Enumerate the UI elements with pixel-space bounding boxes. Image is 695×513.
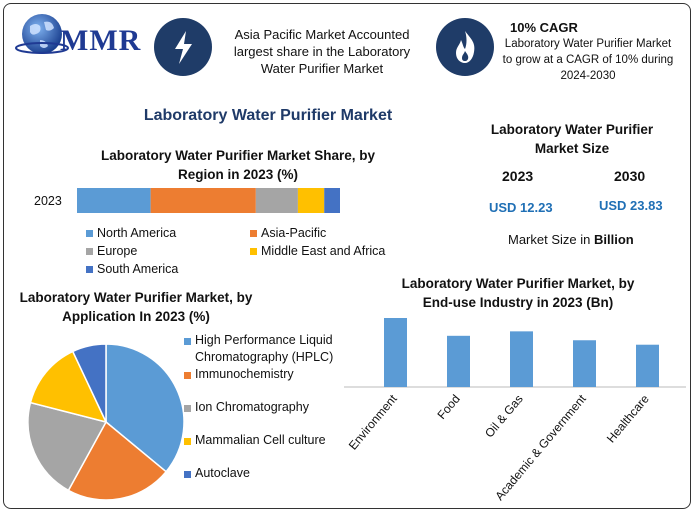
region-legend: North America Asia-Pacific Europe Middle… xyxy=(86,226,416,278)
legend-swatch xyxy=(184,438,191,445)
market-size-year-2030: 2030 xyxy=(614,168,646,184)
legend-middle-east-africa: Middle East and Africa xyxy=(250,244,385,258)
legend-swatch xyxy=(184,338,191,345)
market-size-panel: Laboratory Water Purifier Market Size xyxy=(460,120,684,158)
lightning-icon xyxy=(154,18,212,76)
pie-slice-3 xyxy=(29,350,108,424)
legend-mammalian-cell-culture: Mammalian Cell culture xyxy=(184,432,326,449)
legend-south-america: South America xyxy=(86,262,178,276)
x-tick-label: Healthcare xyxy=(604,392,652,446)
market-size-note: Market Size in Billion xyxy=(508,232,634,247)
application-legend: High Performance Liquid Chromatography (H… xyxy=(184,332,344,492)
application-chart-title: Laboratory Water Purifier Market, by App… xyxy=(19,290,253,324)
region-bar-segment-3 xyxy=(297,188,325,213)
legend-swatch xyxy=(86,265,93,273)
x-tick-label: Oil & Gas xyxy=(482,392,526,440)
legend-swatch xyxy=(184,405,191,412)
legend-north-america: North America xyxy=(86,226,176,240)
legend-swatch xyxy=(184,372,191,379)
cagr-title: 10% CAGR xyxy=(510,20,578,35)
market-size-value-2023: USD 12.23 xyxy=(489,200,553,215)
logo-text: MMR xyxy=(60,24,142,57)
legend-autoclave: Autoclave xyxy=(184,465,250,482)
legend-swatch xyxy=(250,247,257,255)
bar-food xyxy=(447,335,470,387)
legend-swatch xyxy=(86,229,93,237)
market-size-year-2023: 2023 xyxy=(502,168,534,184)
market-size-value-2030: USD 23.83 xyxy=(599,198,663,213)
legend-asia-pacific: Asia-Pacific xyxy=(250,226,326,240)
legend-swatch xyxy=(250,229,257,237)
bar-environment xyxy=(384,318,407,387)
bar-oil-gas xyxy=(510,331,533,387)
asia-pacific-info: Asia Pacific Market Accounted largest sh… xyxy=(233,27,411,76)
region-chart-title: Laboratory Water Purifier Market Share, … xyxy=(100,148,376,182)
legend-swatch xyxy=(86,247,93,255)
main-title: Laboratory Water Purifier Market xyxy=(143,107,393,124)
bar-healthcare xyxy=(636,344,659,387)
x-tick-label: Environment xyxy=(346,391,400,452)
market-size-title: Laboratory Water Purifier xyxy=(490,122,654,137)
bar-academic-government xyxy=(573,340,596,387)
legend-ion-chromatography: Ion Chromatography xyxy=(184,399,309,416)
legend-immunochemistry: Immunochemistry xyxy=(184,366,294,383)
legend-swatch xyxy=(184,471,191,478)
region-bar-segment-4 xyxy=(324,188,340,213)
x-tick-label: Food xyxy=(434,392,462,422)
cagr-info: 10% CAGR Laboratory Water Purifier Marke… xyxy=(492,19,684,84)
infographic-frame xyxy=(3,3,691,509)
globe-icon xyxy=(15,14,69,54)
region-category-label: 2023 xyxy=(34,194,62,208)
region-stacked-bar xyxy=(77,188,340,213)
region-bar-segment-1 xyxy=(150,188,256,213)
region-bar-segment-0 xyxy=(77,188,151,213)
mmr-logo: MMR xyxy=(14,12,144,58)
legend-europe: Europe xyxy=(86,244,137,258)
flame-icon xyxy=(436,18,494,76)
application-pie-chart xyxy=(27,343,185,501)
pie-slice-2 xyxy=(27,401,108,492)
pie-slice-1 xyxy=(67,420,168,501)
legend-hplc: High Performance Liquid Chromatography (H… xyxy=(184,332,333,366)
end-use-chart-title: Laboratory Water Purifier Market, by End… xyxy=(401,276,635,310)
region-bar-segment-2 xyxy=(255,188,298,213)
pie-slice-4 xyxy=(71,343,107,423)
pie-slice-0 xyxy=(105,343,185,473)
